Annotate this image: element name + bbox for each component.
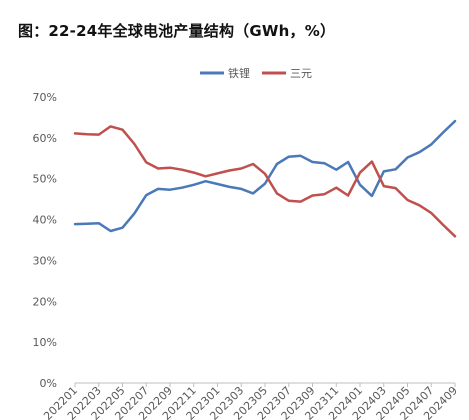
series-line-ncm (73, 125, 457, 238)
y-tick-label: 40% (33, 214, 57, 227)
legend-label-ncm: 三元 (290, 67, 312, 80)
y-tick-label: 10% (33, 336, 57, 349)
y-tick-label: 0% (40, 377, 57, 390)
legend: 铁锂 三元 (200, 66, 312, 80)
axes: 0%10%20%30%40%50%60%70%20220120220320220… (33, 91, 461, 420)
chart-title: 图：22-24年全球电池产量结构（GWh，%） (18, 22, 336, 40)
y-tick-label: 50% (33, 173, 57, 186)
series-line-lfp (73, 119, 457, 233)
series-group (73, 119, 457, 238)
y-tick-label: 30% (33, 254, 57, 267)
y-tick-label: 60% (33, 132, 57, 145)
legend-label-lfp: 铁锂 (228, 66, 250, 80)
y-tick-label: 20% (33, 295, 57, 308)
y-tick-label: 70% (33, 91, 57, 104)
